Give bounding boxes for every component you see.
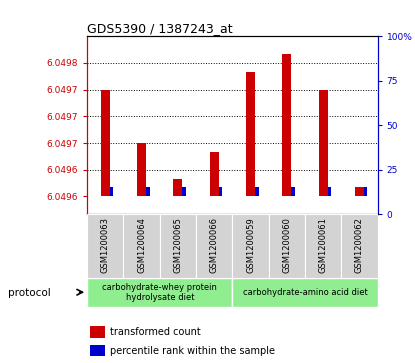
Bar bbox=[246, 72, 255, 196]
Text: carbohydrate-whey protein
hydrolysate diet: carbohydrate-whey protein hydrolysate di… bbox=[103, 282, 217, 302]
Text: GSM1200063: GSM1200063 bbox=[101, 217, 110, 273]
Bar bbox=[291, 187, 295, 196]
Text: GSM1200060: GSM1200060 bbox=[282, 217, 291, 273]
Bar bbox=[232, 278, 378, 307]
Bar bbox=[232, 214, 269, 278]
Bar bbox=[146, 187, 149, 196]
Text: protocol: protocol bbox=[8, 288, 51, 298]
Bar bbox=[137, 143, 146, 196]
Bar bbox=[210, 152, 219, 196]
Bar bbox=[282, 54, 291, 196]
Text: transformed count: transformed count bbox=[110, 327, 200, 337]
Bar bbox=[110, 187, 113, 196]
Bar bbox=[269, 214, 305, 278]
Bar bbox=[101, 90, 110, 196]
Bar bbox=[319, 90, 328, 196]
Bar bbox=[341, 214, 378, 278]
Text: GSM1200062: GSM1200062 bbox=[355, 217, 364, 273]
Bar bbox=[327, 187, 331, 196]
Bar bbox=[196, 214, 232, 278]
Bar bbox=[173, 179, 183, 196]
Bar bbox=[364, 187, 368, 196]
Text: GSM1200065: GSM1200065 bbox=[173, 217, 183, 273]
Bar bbox=[160, 214, 196, 278]
Bar bbox=[90, 345, 105, 356]
Bar bbox=[182, 187, 186, 196]
Bar bbox=[87, 214, 124, 278]
Bar bbox=[255, 187, 259, 196]
Text: GSM1200066: GSM1200066 bbox=[210, 217, 219, 273]
Text: GSM1200059: GSM1200059 bbox=[246, 217, 255, 273]
Text: GDS5390 / 1387243_at: GDS5390 / 1387243_at bbox=[87, 22, 233, 35]
Bar bbox=[219, 187, 222, 196]
Bar bbox=[355, 187, 364, 196]
Bar bbox=[87, 278, 232, 307]
Bar bbox=[124, 214, 160, 278]
Bar bbox=[90, 326, 105, 338]
Text: carbohydrate-amino acid diet: carbohydrate-amino acid diet bbox=[243, 288, 367, 297]
Bar bbox=[305, 214, 341, 278]
Text: GSM1200061: GSM1200061 bbox=[319, 217, 328, 273]
Text: percentile rank within the sample: percentile rank within the sample bbox=[110, 346, 275, 356]
Text: GSM1200064: GSM1200064 bbox=[137, 217, 146, 273]
